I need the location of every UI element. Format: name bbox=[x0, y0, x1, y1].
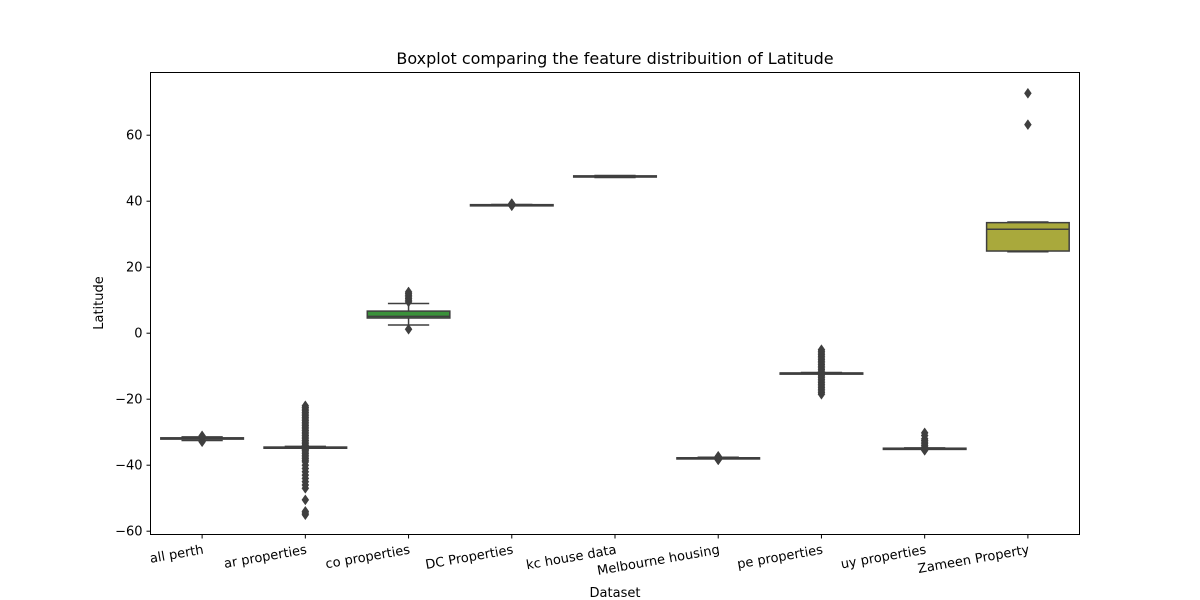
box-group bbox=[160, 430, 245, 448]
outlier-point bbox=[1024, 87, 1032, 99]
box-group bbox=[469, 198, 554, 212]
box-group bbox=[572, 174, 658, 179]
outlier-point bbox=[301, 400, 310, 412]
y-tick-label: −60 bbox=[115, 525, 142, 540]
y-tick-label: 60 bbox=[126, 129, 143, 144]
outlier-point bbox=[817, 344, 826, 356]
y-tick-label: −20 bbox=[115, 393, 142, 408]
outlier-point bbox=[301, 505, 310, 517]
box-group bbox=[779, 344, 864, 400]
plot-frame bbox=[150, 72, 1080, 535]
iqr-box bbox=[985, 221, 1070, 252]
y-axis-label: Latitude bbox=[92, 276, 107, 330]
x-axis-label: Dataset bbox=[590, 586, 641, 600]
box-group bbox=[985, 87, 1070, 253]
outlier-point bbox=[714, 450, 723, 462]
box-group bbox=[366, 286, 451, 335]
box-group bbox=[263, 400, 348, 521]
y-tick-label: 40 bbox=[126, 195, 143, 210]
outlier-point bbox=[404, 323, 413, 335]
y-axis: −60 −40 −20 0 20 40 60 bbox=[115, 129, 151, 540]
outlier-point bbox=[1024, 119, 1032, 131]
chart-title: Boxplot comparing the feature distribuit… bbox=[396, 49, 833, 68]
outlier-point bbox=[404, 286, 413, 298]
outlier-point bbox=[198, 430, 206, 442]
box-group bbox=[676, 450, 761, 466]
boxes-layer bbox=[160, 87, 1070, 521]
outlier-point bbox=[920, 427, 929, 439]
box-group bbox=[882, 427, 967, 456]
outlier-point bbox=[301, 494, 310, 506]
outlier-point bbox=[507, 198, 516, 209]
y-tick-label: 20 bbox=[126, 261, 143, 276]
y-tick-label: 0 bbox=[134, 327, 142, 342]
y-tick-label: −40 bbox=[115, 459, 142, 474]
iqr-box bbox=[366, 310, 451, 319]
